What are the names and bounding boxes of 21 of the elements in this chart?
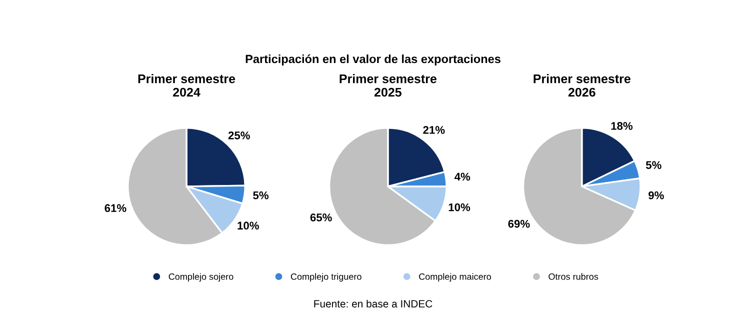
data-label: 18%: [611, 122, 633, 130]
data-label: 21%: [423, 126, 445, 134]
data-label: 9%: [648, 191, 664, 200]
legend-label: Complejo maicero: [419, 273, 491, 282]
data-label: 25%: [228, 131, 250, 140]
legend-label: Complejo sojero: [168, 273, 234, 282]
text: Participación en el valor de las exportaciones: [246, 54, 500, 66]
data-label: 10%: [448, 203, 470, 212]
source-note: Fuente: en base a INDEC: [314, 300, 432, 308]
data-label: 65%: [310, 214, 332, 222]
data-label: 69%: [508, 220, 530, 228]
legend-label: Complejo triguero: [290, 273, 362, 282]
data-label: 5%: [646, 161, 662, 169]
legend-label: Otros rubros: [548, 273, 598, 280]
data-label: 10%: [238, 222, 259, 230]
data-label: 61%: [104, 204, 126, 212]
chart-title: Primer semestre 2024: [138, 74, 236, 97]
data-label: 5%: [253, 191, 269, 200]
chart-title: Primer semestre 2025: [340, 74, 436, 97]
chart-title: Primer semestre 2026: [534, 74, 630, 97]
data-label: 4%: [454, 172, 470, 181]
